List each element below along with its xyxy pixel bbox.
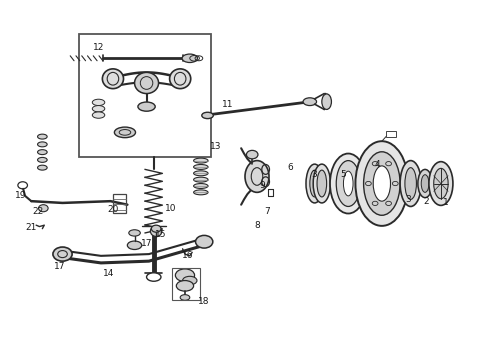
Ellipse shape xyxy=(170,69,191,89)
Ellipse shape xyxy=(138,102,155,111)
Text: 14: 14 xyxy=(102,269,114,278)
Ellipse shape xyxy=(127,241,142,249)
Ellipse shape xyxy=(183,276,197,285)
Text: 18: 18 xyxy=(198,297,210,306)
Ellipse shape xyxy=(92,112,105,118)
Ellipse shape xyxy=(246,150,258,159)
Ellipse shape xyxy=(53,247,72,261)
Text: 8: 8 xyxy=(254,221,260,230)
Ellipse shape xyxy=(336,161,360,207)
Ellipse shape xyxy=(418,170,432,198)
Ellipse shape xyxy=(322,94,331,109)
Ellipse shape xyxy=(38,134,47,139)
Text: 12: 12 xyxy=(93,43,104,52)
Text: 5: 5 xyxy=(341,170,346,179)
Ellipse shape xyxy=(92,105,105,112)
Ellipse shape xyxy=(150,226,162,237)
Ellipse shape xyxy=(434,168,448,199)
Bar xyxy=(79,33,211,157)
Ellipse shape xyxy=(180,294,190,300)
Ellipse shape xyxy=(196,235,213,248)
Ellipse shape xyxy=(194,171,208,176)
Ellipse shape xyxy=(310,170,319,197)
Ellipse shape xyxy=(202,112,213,118)
Ellipse shape xyxy=(182,54,197,63)
Text: 3: 3 xyxy=(405,195,411,204)
Ellipse shape xyxy=(303,98,317,105)
Text: 7: 7 xyxy=(264,207,270,216)
Text: 16: 16 xyxy=(182,251,193,260)
Text: 1: 1 xyxy=(443,198,449,207)
Ellipse shape xyxy=(306,164,323,203)
Ellipse shape xyxy=(373,166,391,201)
Ellipse shape xyxy=(38,165,47,170)
Ellipse shape xyxy=(313,164,330,203)
Ellipse shape xyxy=(421,175,429,192)
Ellipse shape xyxy=(38,142,47,147)
Ellipse shape xyxy=(129,230,140,236)
Ellipse shape xyxy=(194,158,208,163)
Text: 19: 19 xyxy=(15,192,26,201)
Text: 9: 9 xyxy=(259,181,265,190)
Ellipse shape xyxy=(400,161,421,207)
Ellipse shape xyxy=(330,153,367,213)
Text: 4: 4 xyxy=(374,159,380,168)
Ellipse shape xyxy=(194,177,208,182)
Ellipse shape xyxy=(194,190,208,195)
Text: 17: 17 xyxy=(141,239,152,248)
Ellipse shape xyxy=(194,184,208,189)
Text: 15: 15 xyxy=(155,230,167,239)
Ellipse shape xyxy=(135,72,159,94)
Ellipse shape xyxy=(102,69,123,89)
Ellipse shape xyxy=(92,99,105,105)
Bar xyxy=(172,268,200,300)
Text: 17: 17 xyxy=(54,262,66,271)
Ellipse shape xyxy=(405,168,416,199)
Text: 20: 20 xyxy=(107,206,119,215)
Ellipse shape xyxy=(175,269,195,282)
Ellipse shape xyxy=(38,157,47,162)
Ellipse shape xyxy=(147,273,161,281)
Ellipse shape xyxy=(39,205,48,212)
Text: 6: 6 xyxy=(288,163,294,172)
Bar xyxy=(113,194,126,213)
Text: 22: 22 xyxy=(32,207,43,216)
Ellipse shape xyxy=(114,127,136,138)
Text: 2: 2 xyxy=(424,197,429,206)
Ellipse shape xyxy=(429,162,453,206)
Ellipse shape xyxy=(355,141,408,226)
Ellipse shape xyxy=(151,225,161,232)
Bar xyxy=(386,131,396,136)
Ellipse shape xyxy=(343,171,353,196)
Text: 21: 21 xyxy=(25,223,37,232)
Ellipse shape xyxy=(364,152,400,215)
Ellipse shape xyxy=(38,150,47,154)
Ellipse shape xyxy=(317,170,327,197)
Ellipse shape xyxy=(194,165,208,170)
Text: 13: 13 xyxy=(210,142,222,151)
Text: 3: 3 xyxy=(312,170,318,179)
Ellipse shape xyxy=(176,280,194,291)
Text: 11: 11 xyxy=(222,100,234,109)
Text: 10: 10 xyxy=(165,204,176,213)
Ellipse shape xyxy=(245,161,269,192)
